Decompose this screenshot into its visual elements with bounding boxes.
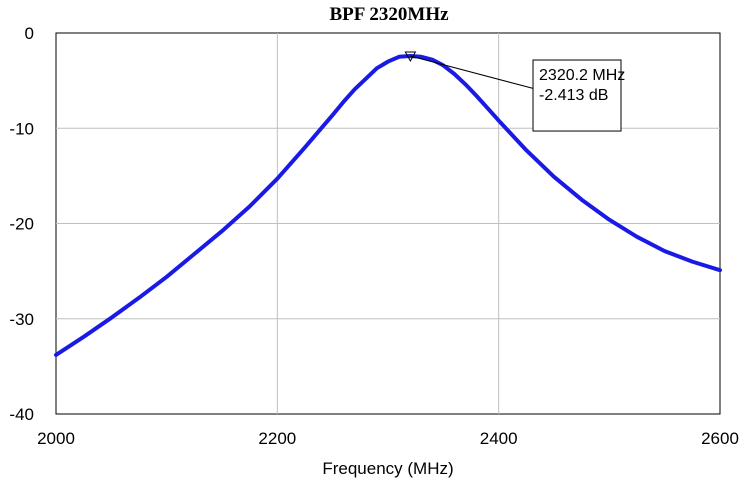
y-tick-label: -10 [9, 119, 34, 138]
y-tick-label: -30 [9, 310, 34, 329]
x-tick-label: 2600 [701, 429, 739, 448]
marker-label-line: -2.413 dB [539, 87, 608, 104]
x-tick-labels: 2000 2200 2400 2600 [37, 429, 739, 448]
y-tick-labels: 0 -10 -20 -30 -40 [9, 24, 34, 424]
y-tick-label: -40 [9, 405, 34, 424]
x-tick-label: 2000 [37, 429, 75, 448]
x-axis-label: Frequency (MHz) [322, 459, 453, 478]
y-tick-label: 0 [25, 24, 34, 43]
y-tick-label: -20 [9, 215, 34, 234]
x-tick-label: 2400 [480, 429, 518, 448]
marker-label-line: 2320.2 MHz [539, 67, 625, 84]
chart-title: BPF 2320MHz [329, 4, 449, 25]
x-tick-label: 2200 [258, 429, 296, 448]
